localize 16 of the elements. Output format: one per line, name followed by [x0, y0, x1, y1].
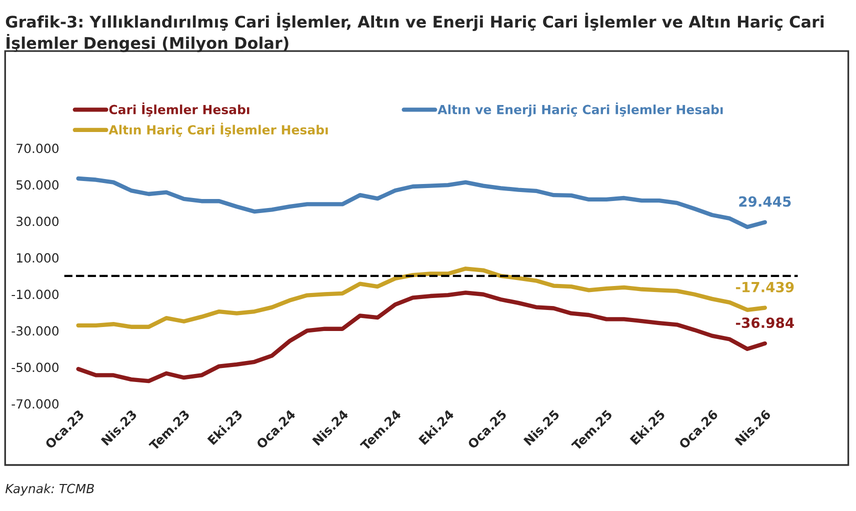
y-tick-label: -30.000 [12, 326, 59, 336]
data-label: -36.984 [736, 318, 794, 328]
y-tick-label: -50.000 [12, 362, 59, 372]
y-tick-label: -10.000 [12, 290, 59, 300]
data-label: 29.445 [739, 196, 791, 207]
y-tick-label: -70.000 [12, 399, 59, 409]
data-label: -17.439 [736, 282, 794, 292]
legend-label: Altın ve Enerji Hariç Cari İşlemler Hesabı [438, 102, 723, 117]
y-tick-label: 70.000 [16, 144, 59, 154]
legend-label: Altın Hariç Cari İşlemler Hesabı [108, 122, 328, 137]
text: Kaynak: TCMB [5, 484, 94, 496]
y-tick-label: 30.000 [16, 216, 59, 226]
y-tick-label: 10.000 [16, 253, 59, 263]
chart-title: Grafik-3: Yıllıklandırılmış Cari İşlemler, Altın ve Enerji Hariç Cari İşlemler ve Altın Hariç Cari İşlemler Dengesi (Milyon Dolar) [6, 12, 824, 52]
legend-label: Cari İşlemler Hesabı [109, 102, 250, 117]
y-tick-label: 50.000 [16, 180, 59, 190]
